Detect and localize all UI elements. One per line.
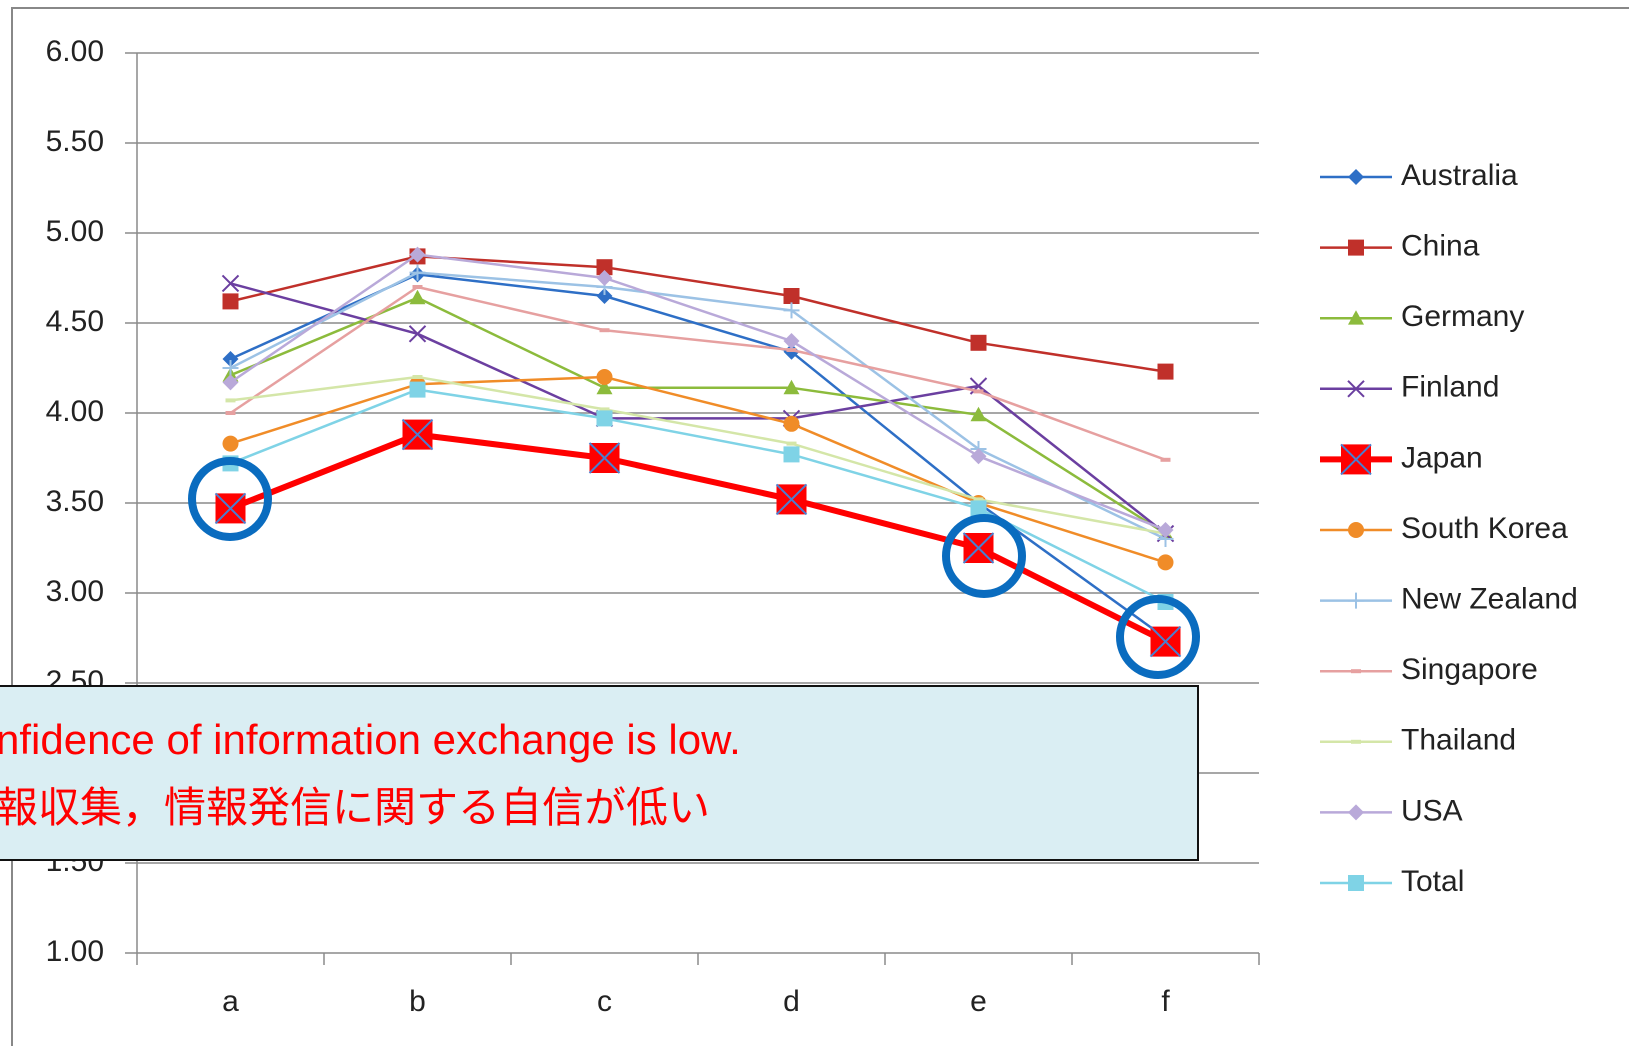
- marker: [970, 448, 987, 465]
- series: [222, 264, 1174, 547]
- legend-label: China: [1401, 230, 1480, 263]
- marker: [1348, 239, 1364, 256]
- marker-cross: [962, 532, 995, 564]
- marker: [408, 325, 427, 343]
- x-tick-label: f: [1161, 985, 1170, 1018]
- x-tick-label: b: [409, 985, 426, 1018]
- marker: [221, 274, 240, 293]
- y-tick-label: 5.00: [46, 215, 104, 248]
- legend-label: Total: [1401, 865, 1464, 898]
- marker: [596, 379, 613, 395]
- marker: [409, 264, 426, 281]
- y-tick-label: 3.50: [46, 485, 104, 518]
- series: [225, 375, 1171, 536]
- marker: [783, 415, 800, 432]
- series-line: [230, 282, 1167, 535]
- marker: [1348, 804, 1364, 821]
- marker: [409, 289, 426, 305]
- marker: [1348, 592, 1364, 609]
- marker: [783, 333, 800, 349]
- legend-label: Finland: [1401, 371, 1499, 404]
- marker: [970, 500, 987, 517]
- y-tick-label: 5.50: [46, 125, 104, 158]
- marker-cross: [1149, 625, 1182, 658]
- x-tick-label: c: [597, 985, 612, 1018]
- series-line: [230, 255, 1166, 373]
- y-tick-label: 3.00: [46, 575, 104, 608]
- annotation-text: nfidence of information exchange is low.: [0, 716, 741, 763]
- legend-label: South Korea: [1401, 512, 1568, 545]
- legend-label: Japan: [1401, 441, 1483, 474]
- marker: [409, 246, 426, 263]
- marker: [783, 446, 800, 463]
- series-line: [230, 375, 1166, 535]
- x-tick-label: a: [222, 985, 239, 1018]
- y-tick-label: 1.00: [46, 935, 104, 968]
- marker: [1157, 554, 1174, 571]
- marker: [596, 288, 613, 304]
- annotation-text: 報収集，情報発信に関する自信が低い: [0, 784, 710, 831]
- series-line: [230, 375, 1166, 564]
- marker-cross: [588, 442, 621, 474]
- series-line: [229, 285, 1166, 461]
- marker-cross: [401, 418, 434, 451]
- marker: [596, 369, 613, 385]
- series-line: [230, 296, 1167, 535]
- marker: [1157, 522, 1174, 538]
- y-tick-label: 4.00: [46, 395, 104, 428]
- marker: [222, 293, 239, 310]
- marker: [783, 302, 800, 319]
- marker: [1348, 310, 1364, 325]
- legend-label: Thailand: [1401, 724, 1516, 757]
- legend-label: Singapore: [1401, 653, 1538, 686]
- marker: [222, 374, 239, 391]
- marker: [1347, 380, 1365, 398]
- marker: [222, 435, 239, 452]
- series: [225, 285, 1171, 462]
- series-line: [229, 253, 1166, 532]
- highlight-rings: [188, 457, 1200, 679]
- legend: Australia China Germany Finland Japan South K…: [1320, 159, 1578, 898]
- marker-cross: [214, 492, 247, 525]
- marker: [222, 351, 239, 367]
- legend-label: USA: [1401, 794, 1463, 827]
- series: [222, 246, 1174, 538]
- marker: [783, 288, 800, 304]
- marker: [970, 334, 987, 351]
- highlight-ring: [942, 514, 1026, 598]
- marker: [1157, 363, 1174, 380]
- marker-cross: [1340, 443, 1372, 476]
- marker: [1348, 875, 1364, 891]
- annotation-box: [0, 685, 1199, 861]
- marker: [970, 406, 987, 422]
- y-tick-label: 6.00: [46, 35, 104, 68]
- marker: [409, 381, 426, 398]
- highlight-ring: [1116, 595, 1200, 679]
- plot-area: 1.001.502.002.503.003.504.004.505.005.50…: [46, 35, 1260, 1018]
- annotation: nfidence of information exchange is low.…: [0, 685, 1199, 861]
- series: [214, 418, 1182, 658]
- marker: [783, 379, 800, 395]
- y-tick-label: 4.50: [46, 305, 104, 338]
- marker: [1348, 169, 1364, 185]
- x-tick-label: d: [783, 985, 800, 1018]
- series-line: [229, 431, 1167, 645]
- series-line: [229, 271, 1167, 541]
- marker: [222, 360, 239, 376]
- marker-cross: [775, 483, 808, 516]
- marker: [596, 410, 613, 427]
- legend-label: New Zealand: [1401, 583, 1578, 616]
- x-tick-label: e: [970, 985, 987, 1018]
- legend-label: Australia: [1401, 159, 1518, 192]
- legend-label: Germany: [1401, 300, 1524, 333]
- marker: [1348, 522, 1364, 538]
- chart-frame: [11, 7, 1629, 1051]
- highlight-ring: [188, 457, 272, 541]
- series: [222, 248, 1174, 380]
- series: [221, 274, 1175, 543]
- marker: [596, 270, 613, 286]
- marker: [596, 259, 613, 276]
